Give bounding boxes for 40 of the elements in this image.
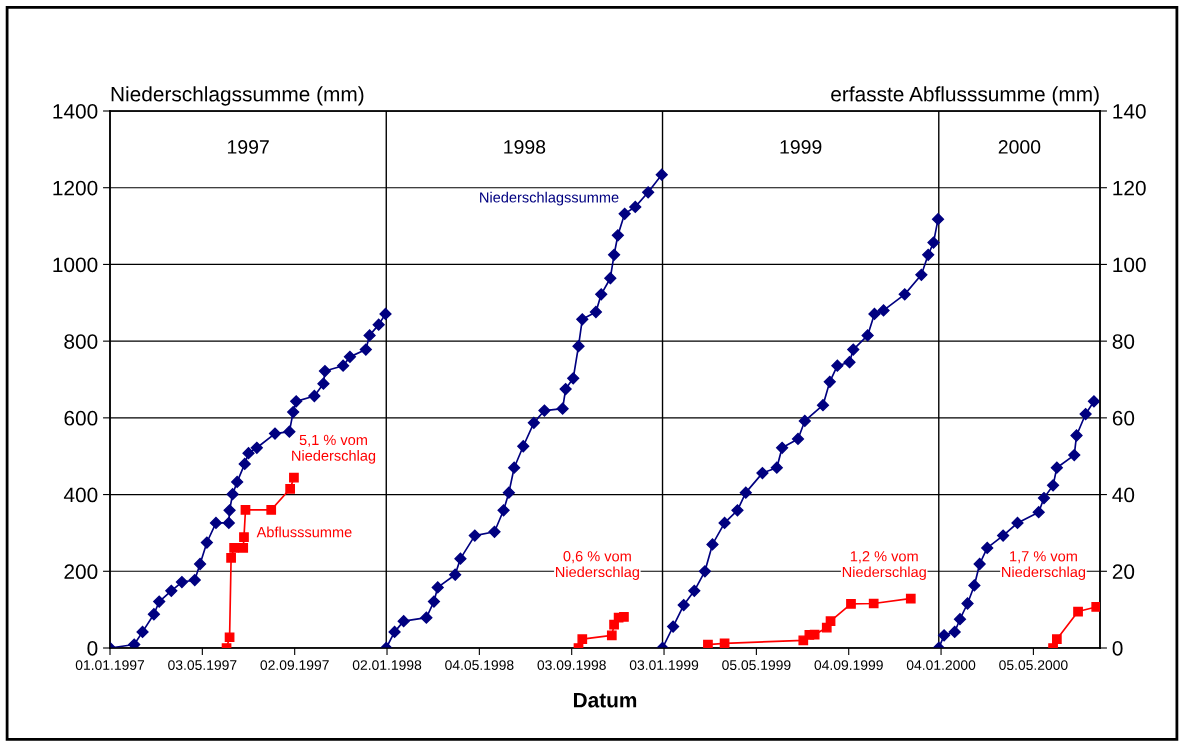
y-tick-label: 1200 <box>53 180 98 196</box>
x-tick-label: 04.01.2000 <box>906 660 976 671</box>
y2-tick-label: 20 <box>1112 564 1135 580</box>
y2-tick-label: 0 <box>1112 641 1123 656</box>
x-tick-label: 04.09.1999 <box>814 660 883 671</box>
annotation: 1997 <box>227 140 269 154</box>
y2-tick-label: 120 <box>1113 180 1146 196</box>
annotation: 1,2 % vom Niederschlag <box>842 551 926 580</box>
x-tick-label: 03.05.1997 <box>168 660 237 671</box>
annotation: 0,6 % vom Niederschlag <box>556 551 639 580</box>
y2-tick-label: 100 <box>1113 257 1146 273</box>
y-axis-title: Niederschlagssumme (mm) <box>111 86 364 106</box>
y-tick-label: 200 <box>64 564 98 580</box>
annotation: 5,1 % vom Niederschlag <box>292 434 376 464</box>
x-axis-title: Datum <box>573 692 637 708</box>
y-tick-label: 400 <box>63 487 98 503</box>
annotation: 2000 <box>998 140 1041 154</box>
y-tick-label: 1400 <box>53 104 98 119</box>
y2-axis-title: erfasste Abflusssumme (mm) <box>831 86 1099 106</box>
x-tick-label: 05.05.2000 <box>999 660 1068 671</box>
y-tick-label: 1000 <box>53 257 98 273</box>
x-tick-label: 02.01.1998 <box>352 660 422 671</box>
x-tick-label: 02.09.1997 <box>260 660 329 671</box>
y-tick-label: 600 <box>64 410 98 426</box>
y-tick-label: 800 <box>64 334 98 349</box>
y2-tick-label: 80 <box>1112 334 1135 349</box>
annotation: 1998 <box>504 140 546 154</box>
y2-tick-label: 140 <box>1113 104 1146 119</box>
series-label: Abflusssumme <box>256 526 352 538</box>
x-tick-label: 03.09.1998 <box>537 660 606 671</box>
x-tick-label: 04.05.1998 <box>445 660 514 671</box>
y2-tick-label: 60 <box>1112 410 1135 426</box>
y-tick-label: 0 <box>87 641 98 656</box>
y2-tick-label: 40 <box>1112 487 1135 503</box>
x-tick-label: 03.01.1999 <box>629 660 699 671</box>
series-label: Niederschlagssumme <box>480 191 619 206</box>
annotation: 1999 <box>780 140 822 154</box>
x-tick-label: 01.01.1997 <box>75 660 145 671</box>
x-tick-label: 05.05.1999 <box>722 660 791 671</box>
annotation: 1,7 % vom Niederschlag <box>1002 551 1086 580</box>
